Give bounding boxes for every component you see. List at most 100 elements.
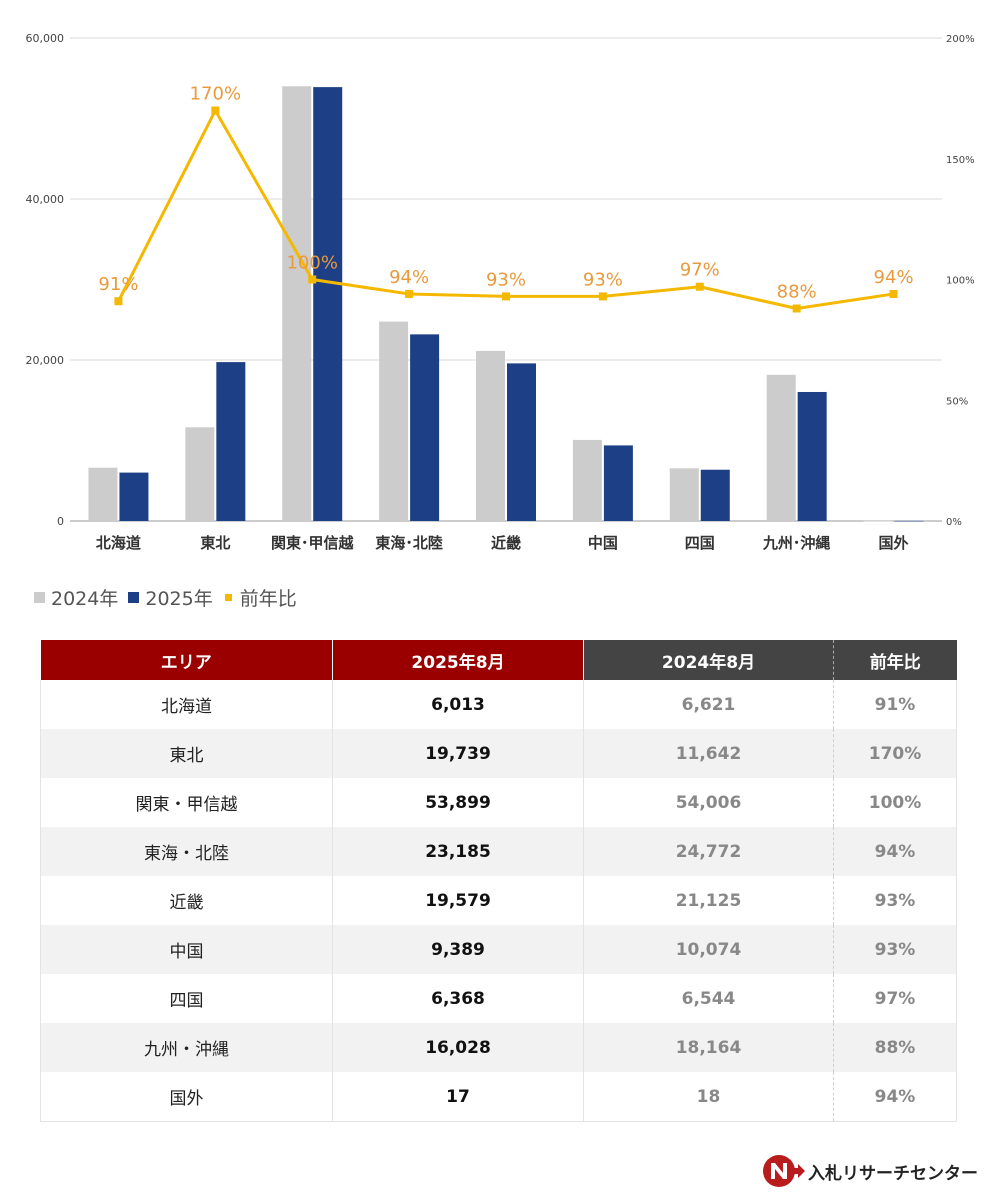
bar-2025年 bbox=[410, 334, 440, 521]
ratio-point bbox=[405, 289, 414, 298]
legend-swatch-2024 bbox=[34, 591, 45, 603]
cell-2025: 19,579 bbox=[332, 876, 584, 925]
y2-tick-label: 150% bbox=[946, 155, 975, 166]
legend-swatch-2025 bbox=[128, 591, 140, 603]
bar-2024年 bbox=[863, 520, 893, 522]
ratio-data-label: 93% bbox=[583, 269, 623, 290]
y-axis-right: 0% 50% 100% 150% 200% bbox=[946, 34, 975, 528]
bar-2025年 bbox=[313, 87, 343, 522]
cell-ratio: 94% bbox=[833, 1072, 957, 1122]
x-tick-label: 国外 bbox=[879, 534, 909, 552]
bar-2025年 bbox=[700, 469, 730, 521]
bar-2025年 bbox=[507, 363, 536, 521]
cell-2024: 18 bbox=[583, 1072, 834, 1122]
n-arrow-logo-icon bbox=[763, 1155, 805, 1187]
ratio-line: 91% 170% 100% 94% 93% 93% 97% 88% 94% bbox=[98, 83, 914, 313]
cell-2024: 21,125 bbox=[583, 876, 834, 925]
ratio-data-label: 97% bbox=[680, 260, 720, 281]
bar-2025年 bbox=[797, 391, 827, 521]
cell-2025: 53,899 bbox=[332, 778, 584, 827]
table-row: 近畿 19,579 21,125 93% bbox=[40, 876, 957, 925]
header-2025: 2025年8月 bbox=[332, 640, 584, 680]
ratio-data-label: 100% bbox=[286, 253, 337, 274]
cell-ratio: 170% bbox=[833, 729, 957, 778]
table-header-row: エリア 2025年8月 2024年8月 前年比 bbox=[40, 640, 957, 680]
ratio-point bbox=[792, 304, 801, 313]
cell-2025: 17 bbox=[332, 1072, 584, 1122]
cell-area: 北海道 bbox=[40, 680, 333, 729]
y-tick-label: 20,000 bbox=[26, 354, 65, 367]
cell-ratio: 100% bbox=[833, 778, 957, 827]
bar-2024年 bbox=[766, 374, 796, 521]
legend-item-ratio: 前年比 bbox=[223, 584, 297, 611]
ratio-point bbox=[695, 282, 704, 291]
y-tick-label: 0 bbox=[57, 515, 64, 528]
y2-tick-label: 0% bbox=[946, 517, 962, 528]
brand: 入札リサーチセンター bbox=[762, 1153, 992, 1189]
ratio-point bbox=[889, 289, 898, 298]
cell-ratio: 93% bbox=[833, 925, 957, 974]
legend-label-ratio: 前年比 bbox=[239, 587, 297, 610]
cell-2025: 6,368 bbox=[332, 974, 584, 1023]
cell-ratio: 91% bbox=[833, 680, 957, 729]
cell-2024: 24,772 bbox=[583, 827, 834, 876]
table-row: 四国 6,368 6,544 97% bbox=[40, 974, 957, 1023]
x-tick-label: 東北 bbox=[200, 534, 230, 552]
table-row: 九州・沖縄 16,028 18,164 88% bbox=[40, 1023, 957, 1072]
cell-area: 近畿 bbox=[40, 876, 333, 925]
ratio-point bbox=[211, 106, 220, 115]
cell-2024: 6,621 bbox=[583, 680, 834, 729]
cell-ratio: 94% bbox=[833, 827, 957, 876]
ratio-data-label: 170% bbox=[190, 83, 241, 104]
ratio-data-label: 93% bbox=[486, 269, 526, 290]
cell-2025: 23,185 bbox=[332, 827, 584, 876]
legend-swatch-ratio bbox=[224, 593, 232, 601]
bar-2024年 bbox=[379, 321, 409, 521]
ratio-data-label: 91% bbox=[98, 274, 138, 295]
ratio-point bbox=[598, 292, 607, 301]
x-tick-label: 関東･甲信越 bbox=[271, 534, 355, 552]
legend-label-2025: 2025年 bbox=[145, 587, 213, 610]
ratio-point bbox=[308, 275, 317, 284]
y-tick-label: 60,000 bbox=[26, 32, 65, 45]
legend-label-2024: 2024年 bbox=[51, 587, 119, 610]
cell-2025: 16,028 bbox=[332, 1023, 584, 1072]
x-tick-label: 近畿 bbox=[491, 534, 521, 552]
x-axis: 北海道 東北 関東･甲信越 東海･北陸 近畿 中国 四国 九州･沖縄 国外 bbox=[96, 534, 909, 552]
cell-2024: 10,074 bbox=[583, 925, 834, 974]
bars bbox=[88, 86, 924, 522]
ratio-point bbox=[114, 297, 123, 306]
bar-2024年 bbox=[572, 439, 602, 521]
table-row: 北海道 6,013 6,621 91% bbox=[40, 680, 957, 729]
bar-2025年 bbox=[894, 520, 924, 522]
y2-tick-label: 100% bbox=[946, 276, 975, 287]
bar-2024年 bbox=[282, 86, 312, 521]
table-row: 関東・甲信越 53,899 54,006 100% bbox=[40, 778, 957, 827]
cell-2025: 6,013 bbox=[332, 680, 584, 729]
cell-area: 関東・甲信越 bbox=[40, 778, 333, 827]
cell-area: 東海・北陸 bbox=[40, 827, 333, 876]
bar-2024年 bbox=[185, 427, 215, 521]
x-tick-label: 中国 bbox=[588, 534, 618, 552]
ratio-data-label: 94% bbox=[389, 267, 429, 288]
table-row: 中国 9,389 10,074 93% bbox=[40, 925, 957, 974]
bar-2024年 bbox=[476, 350, 505, 521]
header-2024: 2024年8月 bbox=[583, 640, 834, 680]
cell-2024: 6,544 bbox=[583, 974, 834, 1023]
combo-chart: 0 20,000 40,000 60,000 0% 50% 100% 150% 200% 91… bbox=[26, 32, 975, 552]
cell-area: 中国 bbox=[40, 925, 333, 974]
header-area: エリア bbox=[40, 640, 333, 680]
cell-area: 国外 bbox=[40, 1072, 333, 1122]
cell-ratio: 88% bbox=[833, 1023, 957, 1072]
y-tick-label: 40,000 bbox=[26, 193, 65, 206]
bar-2025年 bbox=[119, 472, 149, 521]
table-row: 国外 17 18 94% bbox=[40, 1072, 957, 1122]
legend-item-2025: 2025年 bbox=[128, 584, 213, 611]
legend: 2024年 2025年 前年比 bbox=[34, 584, 307, 610]
bar-2024年 bbox=[88, 467, 118, 521]
cell-ratio: 97% bbox=[833, 974, 957, 1023]
ratio-point bbox=[502, 292, 510, 301]
data-table: エリア 2025年8月 2024年8月 前年比 北海道 6,013 6,621 … bbox=[40, 640, 957, 1122]
table-row: 東北 19,739 11,642 170% bbox=[40, 729, 957, 778]
y2-tick-label: 200% bbox=[946, 34, 975, 45]
